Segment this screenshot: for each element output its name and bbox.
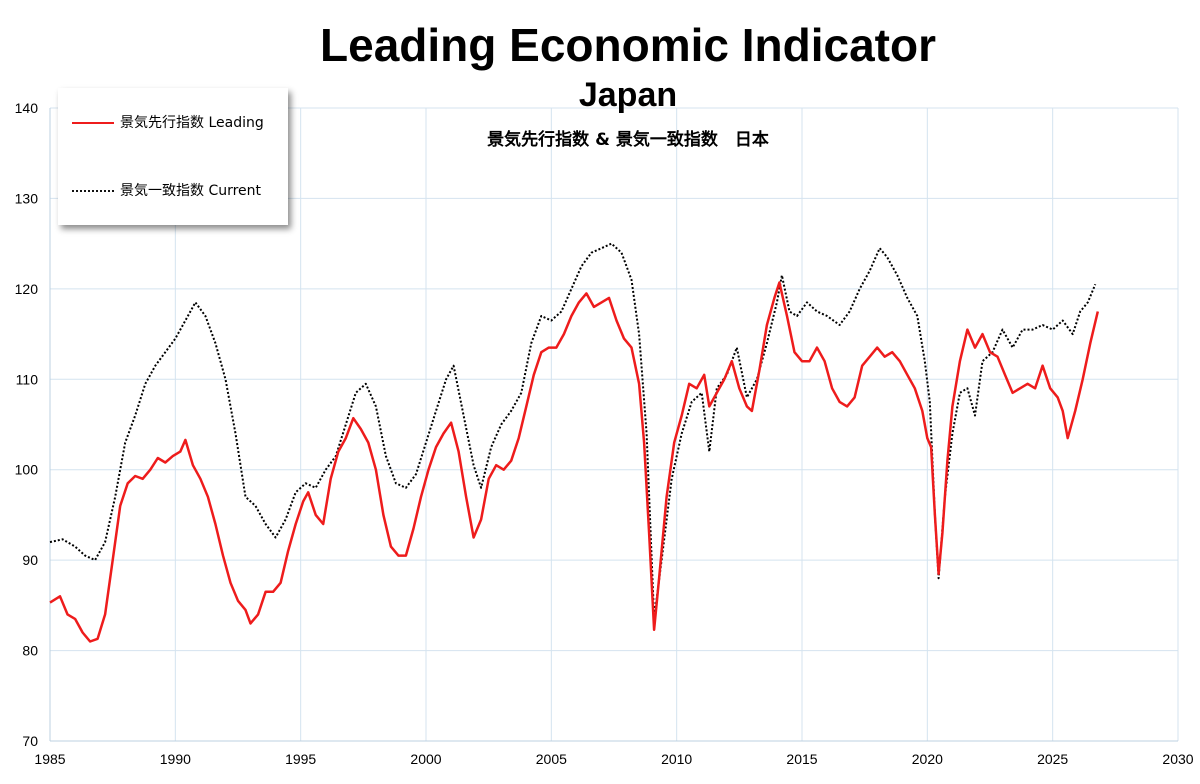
x-tick-label-1995: 1995 [285, 751, 316, 767]
y-tick-label-120: 120 [15, 281, 39, 297]
x-tick-label-2005: 2005 [536, 751, 567, 767]
tick-labels: 70 80 90 100 110 120 130 140 1985 1990 1995 2000 200… [15, 100, 1194, 767]
legend-swatch-current [72, 190, 114, 192]
x-tick-label-1990: 1990 [160, 751, 191, 767]
chart-subtitle-japanese: 景気先行指数 & 景気一致指数 日本 [487, 130, 769, 150]
y-tick-label-110: 110 [16, 371, 39, 387]
x-tick-label-2010: 2010 [661, 751, 692, 767]
x-tick-label-2025: 2025 [1037, 751, 1068, 767]
y-tick-label-130: 130 [15, 190, 39, 206]
y-tick-label-70: 70 [22, 733, 38, 749]
legend-item-current: 景気一致指数 Current [72, 180, 261, 200]
legend-label-leading: 景気先行指数 Leading [120, 115, 264, 131]
axes [49, 108, 1178, 742]
grid [49, 107, 1179, 742]
chart-title: Leading Economic Indicator [320, 19, 936, 71]
y-tick-label-140: 140 [15, 100, 39, 116]
x-tick-label-2015: 2015 [786, 751, 817, 767]
legend-swatch-leading [72, 122, 114, 124]
x-tick-label-2000: 2000 [410, 751, 441, 767]
y-tick-label-100: 100 [15, 462, 39, 478]
series-group [49, 242, 1100, 643]
legend-item-leading: 景気先行指数 Leading [72, 112, 264, 132]
legend-label-current: 景気一致指数 Current [120, 183, 262, 199]
legend: 景気先行指数 Leading 景気一致指数 Current [58, 88, 288, 225]
x-tick-label-2030: 2030 [1162, 751, 1193, 767]
y-tick-label-80: 80 [22, 643, 38, 659]
chart-subtitle: Japan [578, 76, 678, 114]
x-tick-label-1985: 1985 [34, 751, 65, 767]
y-tick-label-90: 90 [22, 552, 38, 568]
series-line-leading [49, 281, 1100, 643]
x-tick-label-2020: 2020 [912, 751, 943, 767]
